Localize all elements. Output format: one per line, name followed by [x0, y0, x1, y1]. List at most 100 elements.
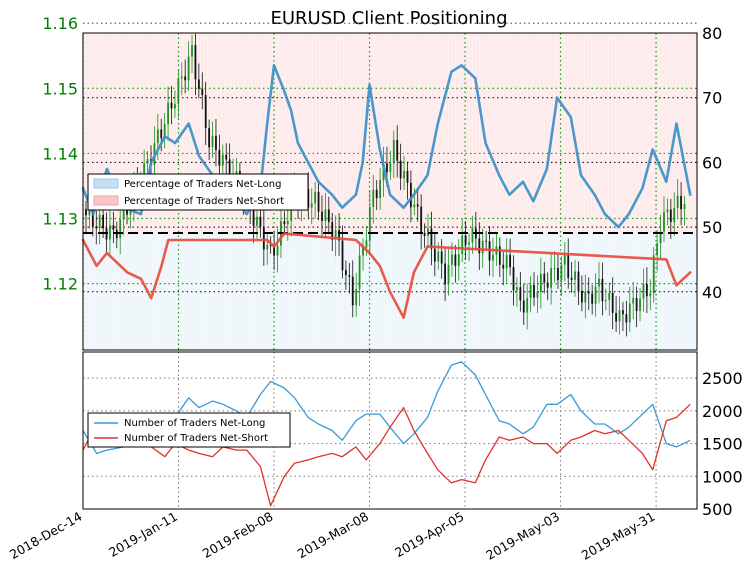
- legend-label-net-short: Percentage of Traders Net-Short: [124, 196, 284, 207]
- top-legend-box: [87, 173, 309, 211]
- candle-body: [102, 214, 104, 229]
- candle-body: [358, 255, 361, 290]
- x-tick-label: 2019-Feb-08: [200, 509, 276, 561]
- candle-body: [403, 170, 405, 179]
- count-tick-label: 1500: [702, 435, 743, 454]
- top-panel: 1.12 1.13 1.14 1.15 1.16 40 50 60 70 80 Percentag…: [42, 14, 722, 351]
- candle-body: [598, 278, 600, 287]
- candle-body: [608, 292, 611, 301]
- candle-body: [321, 211, 323, 221]
- candle-body: [628, 303, 631, 323]
- candle-body: [160, 129, 163, 139]
- candle-body: [256, 216, 258, 226]
- bottom-legend-box: [87, 412, 291, 448]
- candle-body: [560, 264, 563, 281]
- pct-tick-label: 50: [702, 218, 722, 237]
- pct-tick-label: 40: [702, 283, 722, 302]
- candle-body: [413, 204, 416, 208]
- candle-body: [266, 244, 269, 250]
- candle-body: [632, 297, 635, 304]
- candle-body: [526, 297, 529, 313]
- candle-body: [420, 206, 423, 233]
- count-tick-label: 500: [702, 500, 733, 519]
- candle-body: [567, 255, 570, 278]
- x-tick-label: 2019-May-31: [579, 509, 658, 563]
- candle-body: [187, 56, 190, 81]
- candle-body: [604, 300, 607, 302]
- candle-body: [221, 154, 224, 166]
- candle-body: [539, 273, 542, 293]
- candle-body: [375, 189, 378, 199]
- candle-body: [659, 231, 662, 244]
- candle-body: [211, 135, 214, 148]
- candle-body: [574, 271, 576, 280]
- candle-body: [334, 230, 337, 240]
- candle-body: [437, 251, 440, 262]
- candle-body: [625, 314, 628, 323]
- candle-body: [447, 264, 450, 285]
- candle-body: [519, 287, 522, 301]
- pct-tick-label: 70: [702, 89, 722, 108]
- price-tick-label: 1.16: [42, 14, 78, 33]
- candle-body: [259, 216, 262, 227]
- candle-body: [680, 195, 682, 210]
- candle-body: [317, 191, 320, 212]
- candle-body: [392, 139, 395, 164]
- net-short-count-line: [82, 403, 691, 507]
- candle-body: [676, 195, 679, 208]
- net-long-pct-line: [81, 64, 692, 229]
- candle-body: [492, 254, 494, 261]
- candle-body: [550, 268, 553, 288]
- candle-body: [174, 103, 176, 109]
- candle-body: [88, 207, 91, 216]
- candle-body: [457, 254, 460, 266]
- candle-body: [122, 204, 125, 220]
- candle-body: [433, 248, 436, 262]
- candle-body: [85, 208, 87, 216]
- bottom-legend: Number of Traders Net-Long Number of Tra…: [87, 412, 291, 448]
- candle-body: [379, 180, 382, 199]
- candle-body: [440, 251, 443, 264]
- candle-body: [184, 76, 187, 81]
- candle-body: [509, 254, 511, 268]
- candle-body: [331, 221, 334, 240]
- candle-body: [156, 129, 159, 144]
- candle-body: [669, 209, 672, 223]
- candle-body: [563, 255, 566, 265]
- candle-body: [533, 285, 535, 298]
- candle-body: [543, 273, 546, 283]
- candle-body: [666, 209, 669, 213]
- candle-body: [464, 235, 467, 245]
- candle-body: [570, 277, 573, 280]
- candle-body: [529, 285, 532, 298]
- count-tick-label: 2000: [702, 402, 743, 421]
- candle-body: [225, 154, 228, 160]
- candle-body: [345, 270, 347, 276]
- candle-body: [204, 95, 207, 129]
- candle-body: [502, 264, 505, 269]
- price-tick-label: 1.15: [42, 79, 78, 98]
- candle-body: [577, 271, 580, 291]
- candle-body: [406, 170, 409, 183]
- candle-body: [399, 160, 402, 179]
- candle-body: [485, 240, 488, 242]
- candle-body: [471, 228, 474, 243]
- bottom-panel-frame: [82, 351, 698, 510]
- candle-body: [95, 226, 98, 229]
- candle-body: [642, 284, 645, 299]
- candle-body: [170, 102, 173, 109]
- candle-body: [208, 128, 211, 148]
- candle-body: [269, 244, 272, 246]
- candle-body: [683, 204, 686, 210]
- candle-body: [197, 79, 200, 90]
- candle-body: [410, 182, 412, 208]
- x-tick-label: 2019-Apr-05: [392, 509, 466, 561]
- candle-body: [611, 292, 614, 313]
- candle-body: [341, 240, 344, 271]
- candle-body: [663, 212, 665, 232]
- candle-body: [516, 287, 518, 291]
- candle-body: [273, 245, 275, 256]
- x-tick-label: 2019-Mar-08: [295, 509, 371, 562]
